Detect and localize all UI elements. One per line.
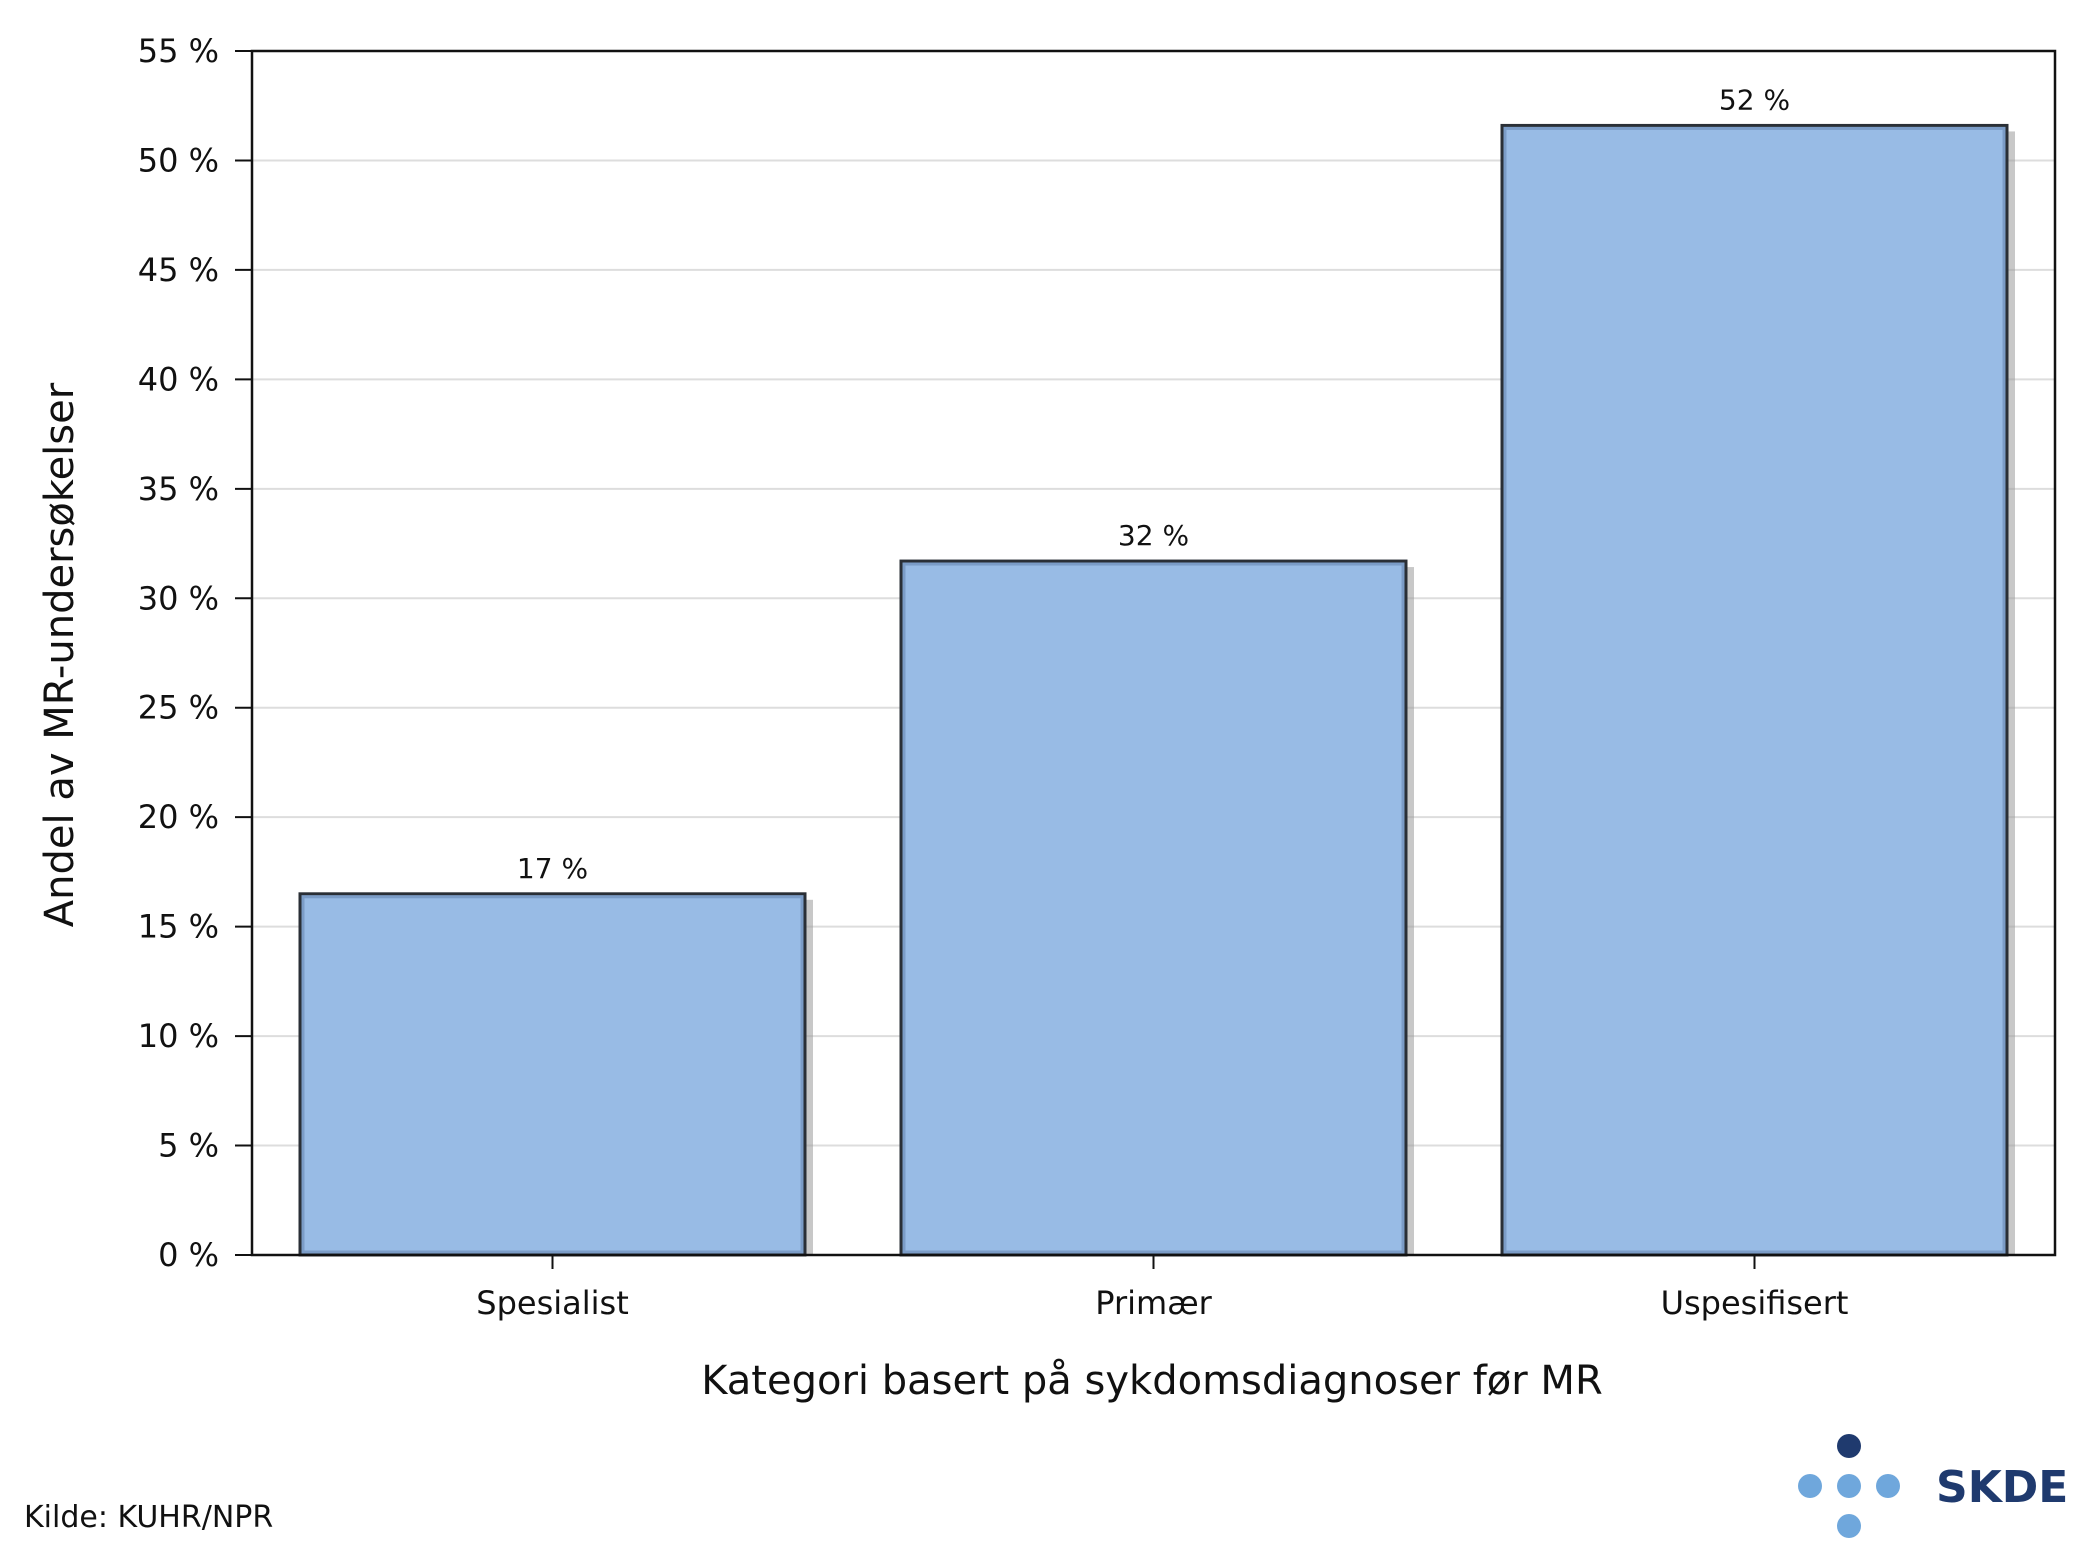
x-tick-label-1: Primær (1095, 1284, 1212, 1322)
y-tick-label-55: 55 % (138, 32, 219, 70)
y-tick-label-45: 45 % (138, 251, 219, 289)
x-axis: Spesialist Primær Uspesifisert (476, 1255, 1848, 1322)
skde-logo: SKDE (1798, 1434, 2068, 1538)
y-tick-label-5: 5 % (158, 1127, 219, 1165)
y-axis: 0 % 5 % 10 % 15 % 20 % 25 % 30 % 35 % 40 % 45 % 50… (138, 32, 252, 1274)
y-tick-label-20: 20 % (138, 798, 219, 836)
source-note: Kilde: KUHR/NPR (24, 1500, 273, 1535)
skde-dots-logo-icon (1798, 1434, 1900, 1538)
bar-primær (899, 559, 1408, 1257)
data-label-1: 32 % (1118, 519, 1189, 552)
y-tick-label-25: 25 % (138, 689, 219, 727)
logo-text: SKDE (1936, 1462, 2068, 1513)
bar-spesialist (298, 892, 807, 1257)
y-tick-label-0: 0 % (158, 1236, 219, 1274)
x-axis-title: Kategori basert på sykdomsdiagnoser før … (701, 1358, 1602, 1404)
bar-edge-0 (301, 895, 804, 1254)
bar-uspesifisert (1500, 123, 2009, 1257)
y-tick-label-40: 40 % (138, 360, 219, 398)
x-tick-label-0: Spesialist (476, 1284, 628, 1322)
x-tick-label-2: Uspesifisert (1661, 1284, 1849, 1322)
data-label-0: 17 % (517, 852, 588, 885)
y-tick-label-30: 30 % (138, 579, 219, 617)
y-tick-label-10: 10 % (138, 1017, 219, 1055)
y-tick-label-50: 50 % (138, 141, 219, 179)
y-axis-title: Andel av MR-undersøkelser (37, 382, 83, 927)
bar-edge-1 (902, 562, 1405, 1254)
y-tick-label-35: 35 % (138, 470, 219, 508)
data-label-2: 52 % (1719, 83, 1790, 116)
y-tick-label-15: 15 % (138, 908, 219, 946)
bars: 17 % 32 % 52 % (298, 83, 2015, 1257)
bar-edge-2 (1503, 126, 2006, 1254)
